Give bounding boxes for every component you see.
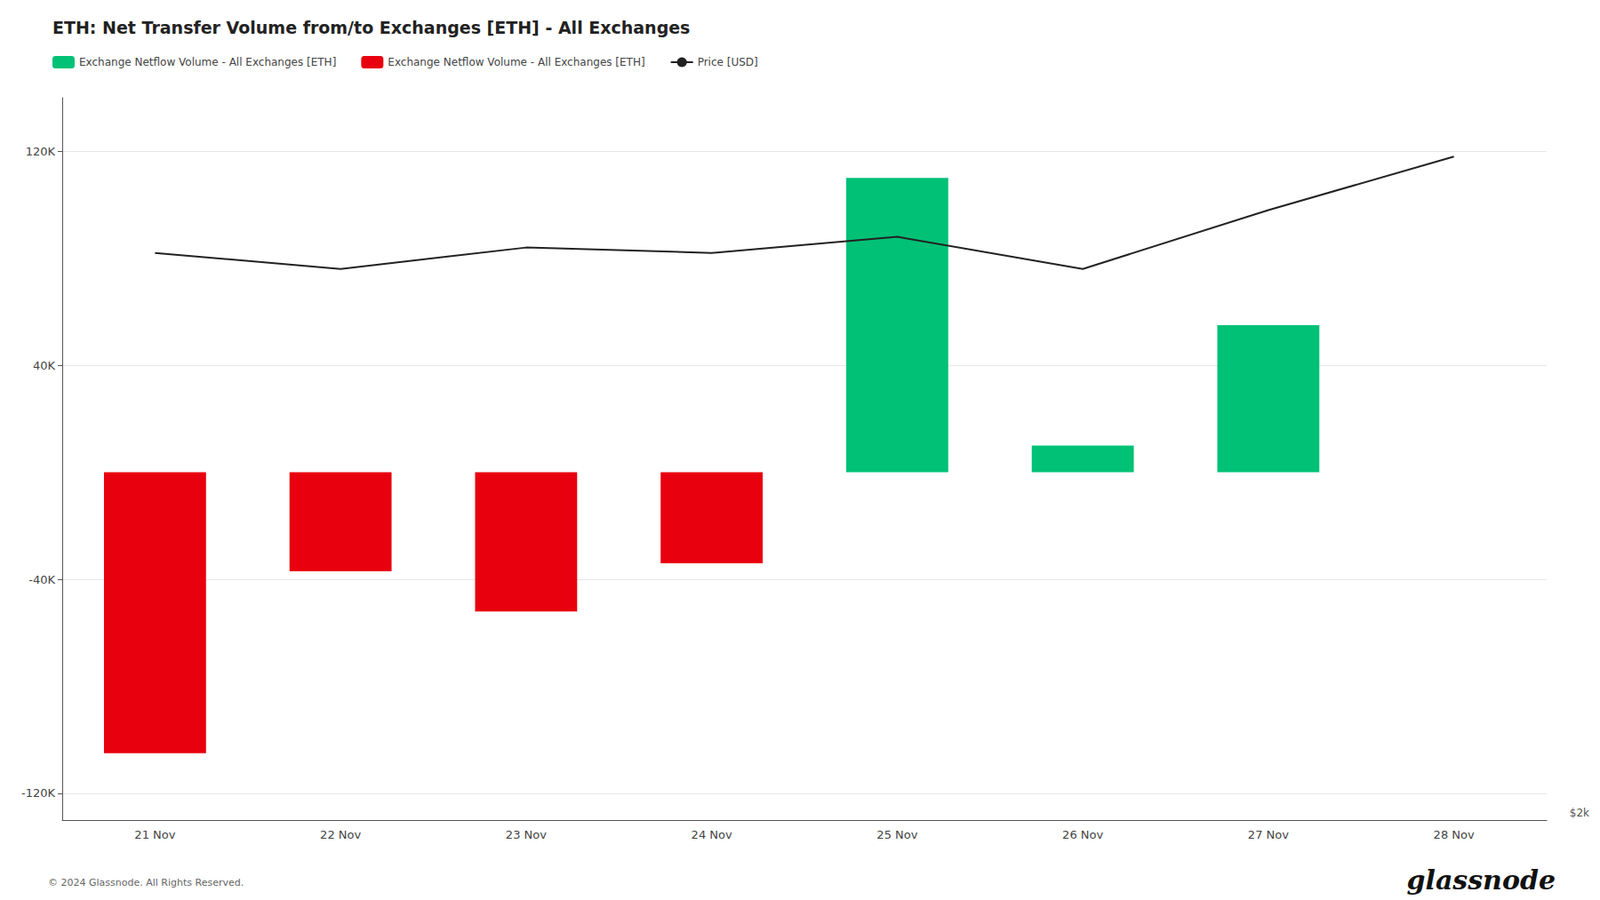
- svg-text:120K: 120K: [25, 144, 56, 159]
- svg-text:-40K: -40K: [28, 573, 56, 587]
- svg-text:40K: 40K: [32, 359, 56, 373]
- svg-text:24 Nov: 24 Nov: [691, 828, 733, 842]
- svg-text:ETH: Net Transfer Volume from/: ETH: Net Transfer Volume from/to Exchang…: [52, 17, 690, 38]
- svg-text:23 Nov: 23 Nov: [505, 828, 547, 842]
- svg-text:26 Nov: 26 Nov: [1062, 828, 1104, 842]
- svg-text:$2k: $2k: [1569, 807, 1590, 820]
- svg-text:-120K: -120K: [21, 786, 56, 800]
- svg-text:28 Nov: 28 Nov: [1433, 828, 1475, 842]
- svg-text:Price [USD]: Price [USD]: [697, 56, 759, 69]
- svg-text:Exchange Netflow Volume - All: Exchange Netflow Volume - All Exchanges …: [387, 56, 645, 69]
- svg-text:22 Nov: 22 Nov: [320, 828, 361, 842]
- svg-text:25 Nov: 25 Nov: [876, 828, 918, 842]
- svg-text:© 2024 Glassnode. All Rights R: © 2024 Glassnode. All Rights Reserved.: [48, 877, 244, 889]
- svg-text:21 Nov: 21 Nov: [134, 828, 176, 842]
- svg-text:glassnode: glassnode: [1407, 864, 1556, 896]
- svg-text:Exchange Netflow Volume - All: Exchange Netflow Volume - All Exchanges …: [79, 56, 336, 69]
- svg-text:27 Nov: 27 Nov: [1248, 828, 1289, 842]
